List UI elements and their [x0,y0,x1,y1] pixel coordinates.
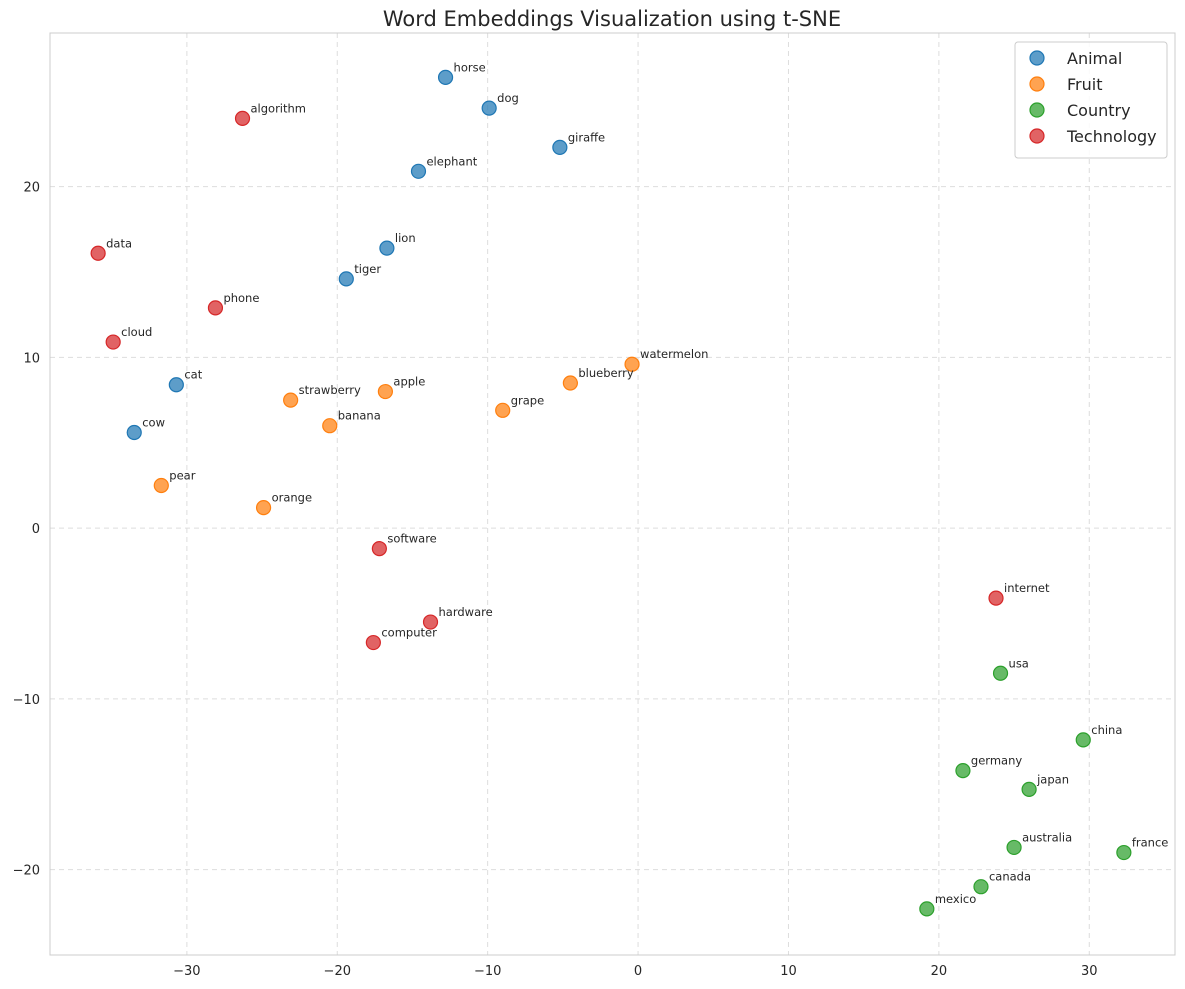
point-label-hardware: hardware [439,605,493,619]
point-france [1116,844,1132,861]
point-horse [437,69,454,85]
y-tick-label: 0 [32,522,40,537]
point-label-usa: usa [1009,656,1029,670]
legend-marker-fruit [1029,76,1045,92]
series-technology: algorithm data phone cloud software internet h… [90,101,1050,651]
point-lion [379,240,395,256]
point-germany [955,762,971,779]
point-japan [1021,781,1037,797]
legend-label-animal: Animal [1067,49,1122,68]
point-label-china: china [1091,723,1122,737]
y-tick-label: 20 [23,181,40,196]
legend: Animal Fruit Country Technology [1014,41,1168,159]
x-tick-label: −30 [173,964,200,979]
point-elephant [410,163,427,179]
point-label-orange: orange [272,491,312,505]
point-canada [973,879,989,895]
point-label-cow: cow [142,416,165,430]
point-label-blueberry: blueberry [578,366,633,380]
point-label-canada: canada [989,870,1031,884]
point-internet [988,590,1004,606]
legend-marker-technology [1029,128,1045,144]
point-apple [377,383,393,400]
x-tick-label: 0 [634,964,642,979]
x-tick-label: −20 [324,964,351,979]
point-label-grape: grape [511,393,544,407]
point-usa [992,665,1009,681]
point-grape [495,402,511,418]
point-software [371,541,387,557]
point-tiger [338,271,354,287]
point-dog [481,100,497,116]
point-label-dog: dog [497,91,519,105]
series-country: usa china germany japan australia france canad… [919,656,1169,917]
point-data [90,245,106,261]
point-label-horse: horse [454,60,486,74]
y-tick-label: −20 [13,864,40,879]
point-label-computer: computer [381,626,437,640]
point-label-watermelon: watermelon [640,347,708,361]
point-label-japan: japan [1036,772,1069,786]
point-strawberry [283,392,299,408]
data-points: horsedoggiraffeelephantliontigercatcowwa… [90,60,1169,917]
point-label-mexico: mexico [935,892,976,906]
point-label-software: software [387,532,436,546]
point-label-phone: phone [223,291,259,305]
point-label-lion: lion [395,231,416,245]
point-algorithm [234,110,251,126]
point-watermelon [624,356,640,372]
x-tick-label: 10 [780,964,797,979]
point-computer [365,634,381,651]
chart-title: Word Embeddings Visualization using t-SN… [383,7,841,31]
point-label-australia: australia [1022,830,1072,844]
legend-marker-animal [1029,50,1045,66]
point-label-algorithm: algorithm [251,101,307,115]
point-label-elephant: elephant [426,154,477,168]
point-label-apple: apple [393,375,425,389]
plot-area [49,32,1176,956]
point-label-giraffe: giraffe [568,130,605,144]
point-label-data: data [106,236,132,250]
point-label-banana: banana [338,409,381,423]
legend-label-country: Country [1067,101,1131,120]
point-orange [255,500,272,516]
point-australia [1006,839,1022,856]
x-tick-label: 30 [1081,964,1098,979]
legend-marker-country [1029,102,1045,118]
point-giraffe [552,139,568,155]
y-axis: −20 −10 0 10 20 [13,181,40,879]
point-hardware [422,614,439,630]
point-cloud [105,334,121,350]
point-mexico [919,901,935,917]
point-label-pear: pear [169,468,195,482]
point-label-tiger: tiger [354,262,381,276]
series-animal: horse dog giraffe elephant lion tiger cat cow [126,60,605,441]
point-label-germany: germany [971,754,1022,768]
x-tick-label: 20 [931,964,948,979]
point-label-cat: cat [184,368,202,382]
point-label-france: france [1132,836,1169,850]
legend-label-fruit: Fruit [1067,75,1102,94]
point-label-cloud: cloud [121,325,152,339]
legend-label-technology: Technology [1066,127,1157,146]
point-label-strawberry: strawberry [299,383,361,397]
point-banana [322,418,338,434]
point-blueberry [562,375,578,391]
x-axis: −30 −20 −10 0 10 20 30 [173,964,1097,979]
point-cat [168,377,184,393]
point-china [1075,732,1091,748]
y-tick-label: −10 [13,693,40,708]
x-tick-label: −10 [474,964,501,979]
point-cow [126,424,142,441]
y-tick-label: 10 [23,351,40,366]
point-label-internet: internet [1004,581,1050,595]
legend-box [1014,41,1168,159]
point-phone [207,300,224,316]
point-pear [153,477,169,494]
grid [50,33,1175,955]
series-fruit: watermelon blueberry apple strawberry grape b… [153,347,708,516]
